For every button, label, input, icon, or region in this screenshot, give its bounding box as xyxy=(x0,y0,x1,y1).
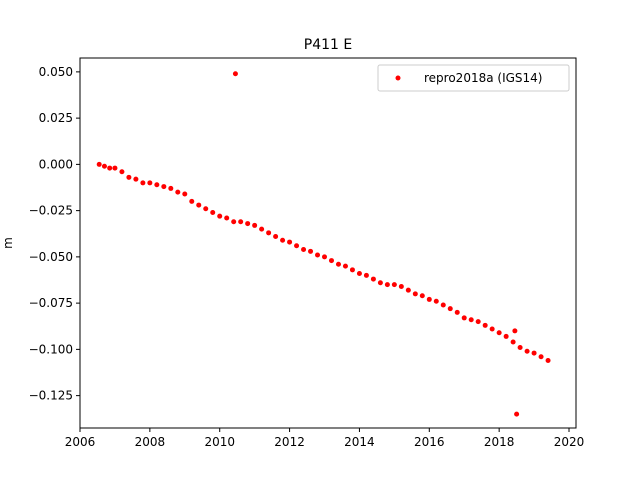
data-point xyxy=(433,298,439,304)
y-axis-ticks: 0.050 0.025 0.000 −0.025 −0.050 −0.075 −0.100 −… xyxy=(29,65,80,403)
data-point xyxy=(189,198,195,204)
data-point xyxy=(315,252,321,258)
data-point xyxy=(196,202,202,208)
data-point xyxy=(426,296,432,302)
data-point xyxy=(245,221,251,227)
x-tick-label: 2012 xyxy=(274,435,305,449)
data-point xyxy=(482,322,488,328)
y-tick-label: −0.100 xyxy=(29,342,73,356)
data-point xyxy=(517,345,523,351)
legend-marker xyxy=(395,75,401,81)
y-tick-label: 0.000 xyxy=(39,157,73,171)
x-tick-label: 2008 xyxy=(135,435,166,449)
x-axis-ticks: 2006 2008 2010 2012 2014 2016 2018 2020 xyxy=(65,428,585,449)
data-point xyxy=(510,339,516,345)
data-point xyxy=(342,263,348,269)
y-tick-label: −0.125 xyxy=(29,389,73,403)
x-tick-label: 2006 xyxy=(65,435,96,449)
data-point xyxy=(301,246,307,252)
data-point xyxy=(412,291,418,297)
data-point xyxy=(363,272,369,278)
data-point xyxy=(101,163,107,169)
data-point xyxy=(349,267,355,273)
data-point xyxy=(398,283,404,289)
data-point xyxy=(168,185,174,191)
data-point xyxy=(454,309,460,315)
legend-box xyxy=(377,64,570,92)
data-point xyxy=(503,333,509,339)
data-point xyxy=(538,354,544,360)
data-point xyxy=(335,261,341,267)
data-point xyxy=(391,282,397,288)
data-point xyxy=(514,411,520,417)
data-point xyxy=(328,258,334,264)
data-point xyxy=(308,248,314,254)
data-point xyxy=(524,348,530,354)
data-point xyxy=(140,180,146,186)
data-point xyxy=(545,357,551,363)
data-point xyxy=(468,317,474,323)
data-point xyxy=(182,191,188,197)
x-tick-label: 2016 xyxy=(414,435,445,449)
data-point xyxy=(287,239,293,245)
data-point xyxy=(147,180,153,186)
x-tick-label: 2014 xyxy=(344,435,375,449)
data-point xyxy=(461,315,467,321)
data-point xyxy=(232,71,238,77)
data-point xyxy=(489,326,495,332)
data-point xyxy=(107,165,113,171)
y-axis-label: m xyxy=(1,237,15,249)
data-point xyxy=(419,293,425,299)
data-point xyxy=(133,176,139,182)
data-point xyxy=(370,276,376,282)
data-points xyxy=(96,71,551,417)
x-tick-label: 2018 xyxy=(484,435,515,449)
data-point xyxy=(512,328,518,334)
y-tick-label: −0.050 xyxy=(29,250,73,264)
data-point xyxy=(405,287,411,293)
data-point xyxy=(384,282,390,288)
y-tick-label: 0.050 xyxy=(39,65,73,79)
data-point xyxy=(252,222,258,228)
data-point xyxy=(126,174,132,180)
data-point xyxy=(112,165,118,171)
data-point xyxy=(96,161,102,167)
chart-title: P411 E xyxy=(304,37,352,53)
y-tick-label: 0.025 xyxy=(39,111,73,125)
data-point xyxy=(231,219,237,225)
data-point xyxy=(217,213,223,219)
data-point xyxy=(531,350,537,356)
data-point xyxy=(224,215,230,221)
data-point xyxy=(356,271,362,277)
legend: repro2018a (IGS14) xyxy=(377,64,570,92)
y-tick-label: −0.025 xyxy=(29,204,73,218)
x-tick-label: 2010 xyxy=(204,435,235,449)
x-tick-label: 2020 xyxy=(554,435,585,449)
legend-label: repro2018a (IGS14) xyxy=(424,71,542,85)
data-point xyxy=(475,319,481,325)
data-point xyxy=(377,280,383,286)
data-point xyxy=(161,184,167,190)
data-point xyxy=(210,209,216,215)
data-point xyxy=(238,219,244,225)
data-point xyxy=(175,189,181,195)
y-tick-label: −0.075 xyxy=(29,296,73,310)
data-point xyxy=(266,230,272,236)
plot-frame xyxy=(79,57,577,429)
data-point xyxy=(440,302,446,308)
data-point xyxy=(273,234,279,240)
data-point xyxy=(322,254,328,260)
data-point xyxy=(259,226,265,232)
data-point xyxy=(294,243,300,249)
data-point xyxy=(119,169,125,175)
data-point xyxy=(154,182,160,188)
data-point xyxy=(496,330,502,336)
data-point xyxy=(280,237,286,243)
data-point xyxy=(447,306,453,312)
data-point xyxy=(203,206,209,212)
